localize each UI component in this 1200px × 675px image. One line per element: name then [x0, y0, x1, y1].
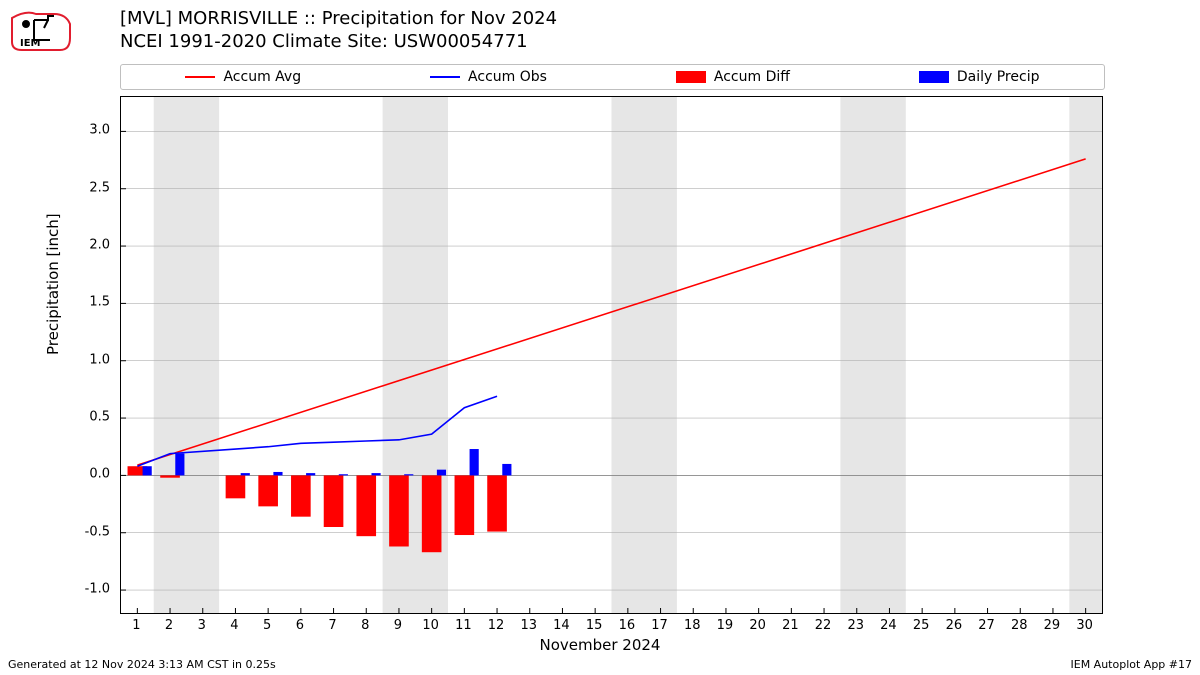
footer-app-text: IEM Autoplot App #17	[1071, 658, 1193, 671]
x-tick-label: 19	[717, 618, 734, 633]
y-tick-label: 1.0	[60, 352, 110, 367]
x-tick-label: 7	[328, 618, 336, 633]
x-tick-label: 25	[913, 618, 930, 633]
x-tick-label: 30	[1076, 618, 1093, 633]
legend-item: Daily Precip	[919, 69, 1040, 85]
x-tick-label: 15	[586, 618, 603, 633]
chart-svg	[121, 97, 1102, 613]
x-tick-label: 16	[619, 618, 636, 633]
x-tick-label: 5	[263, 618, 271, 633]
x-tick-label: 29	[1044, 618, 1061, 633]
y-axis-label: Precipitation [inch]	[44, 213, 62, 355]
legend-line-swatch	[430, 76, 460, 78]
legend-label: Accum Avg	[223, 69, 301, 85]
y-tick-label: 2.5	[60, 180, 110, 195]
iem-logo: IEM	[6, 6, 76, 56]
legend-rect-swatch	[676, 71, 706, 83]
x-tick-label: 12	[488, 618, 505, 633]
y-tick-label: 0.0	[60, 467, 110, 482]
x-tick-label: 28	[1011, 618, 1028, 633]
x-tick-label: 13	[520, 618, 537, 633]
x-tick-label: 3	[198, 618, 206, 633]
x-tick-label: 27	[978, 618, 995, 633]
legend-line-swatch	[185, 76, 215, 78]
x-tick-label: 10	[422, 618, 439, 633]
chart-title-line2: NCEI 1991-2020 Climate Site: USW00054771	[120, 31, 557, 54]
x-tick-label: 24	[880, 618, 897, 633]
x-tick-label: 23	[847, 618, 864, 633]
x-tick-label: 14	[553, 618, 570, 633]
x-tick-label: 22	[815, 618, 832, 633]
x-tick-label: 21	[782, 618, 799, 633]
chart-legend: Accum Avg Accum Obs Accum Diff Daily Precip	[120, 64, 1105, 90]
chart-title-line1: [MVL] MORRISVILLE :: Precipitation for N…	[120, 8, 557, 31]
svg-text:IEM: IEM	[20, 38, 41, 49]
legend-item: Accum Obs	[430, 69, 547, 85]
x-tick-label: 18	[684, 618, 701, 633]
y-tick-label: -0.5	[60, 524, 110, 539]
x-axis-label: November 2024	[0, 636, 1200, 654]
footer-generated-text: Generated at 12 Nov 2024 3:13 AM CST in …	[8, 658, 276, 671]
legend-item: Accum Avg	[185, 69, 301, 85]
legend-label: Daily Precip	[957, 69, 1040, 85]
legend-label: Accum Diff	[714, 69, 790, 85]
y-tick-label: 3.0	[60, 123, 110, 138]
y-tick-label: -1.0	[60, 582, 110, 597]
x-tick-label: 2	[165, 618, 173, 633]
x-tick-label: 26	[946, 618, 963, 633]
x-tick-label: 17	[651, 618, 668, 633]
x-tick-label: 8	[361, 618, 369, 633]
legend-item: Accum Diff	[676, 69, 790, 85]
x-tick-label: 20	[749, 618, 766, 633]
x-tick-label: 1	[132, 618, 140, 633]
y-tick-label: 0.5	[60, 410, 110, 425]
x-tick-label: 11	[455, 618, 472, 633]
x-tick-label: 9	[394, 618, 402, 633]
y-tick-label: 1.5	[60, 295, 110, 310]
y-tick-label: 2.0	[60, 238, 110, 253]
chart-title-block: [MVL] MORRISVILLE :: Precipitation for N…	[120, 8, 557, 53]
legend-label: Accum Obs	[468, 69, 547, 85]
chart-plot-area	[120, 96, 1103, 614]
x-tick-label: 4	[230, 618, 238, 633]
x-tick-label: 6	[296, 618, 304, 633]
legend-rect-swatch	[919, 71, 949, 83]
